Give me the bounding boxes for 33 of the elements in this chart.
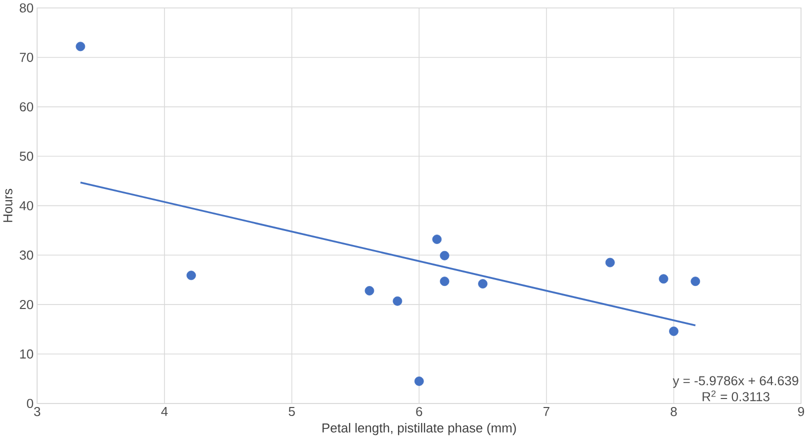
point	[414, 376, 424, 386]
y-tick-label: 50	[20, 151, 34, 161]
x-tick-label: 3	[34, 406, 40, 416]
point	[658, 274, 668, 284]
y-tick-label: 80	[20, 3, 34, 12]
x-tick-label: 5	[288, 406, 295, 416]
y-tick-label: 30	[20, 250, 34, 260]
x-tick-label: 4	[161, 406, 168, 416]
y-axis-title: Hours	[3, 188, 12, 222]
y-tick-label: 60	[20, 102, 34, 112]
y-tick-label: 20	[20, 300, 34, 309]
x-tick-label: 9	[798, 406, 804, 416]
y-tick-label: 0	[26, 398, 34, 408]
point	[76, 42, 86, 51]
y-tick-label: 70	[20, 52, 34, 62]
point	[440, 276, 450, 286]
point	[669, 326, 678, 336]
x-tick-label: 7	[544, 406, 550, 416]
point	[690, 276, 700, 286]
x-axis-title: Petal length, pistillate phase (mm)	[322, 422, 516, 435]
y-tick-label: 40	[20, 200, 34, 210]
x-tick-label: 8	[670, 406, 677, 416]
point	[605, 258, 615, 268]
point	[364, 286, 374, 296]
annotation: y = -5.9786x + 64.639	[672, 376, 798, 388]
point	[186, 270, 196, 280]
point	[478, 278, 488, 288]
annotation: R$^{2}$ = 0.3113	[702, 390, 770, 402]
point	[432, 234, 442, 244]
point	[440, 250, 450, 260]
y-tick-label: 10	[20, 349, 34, 358]
point	[392, 296, 402, 306]
x-tick-label: 6	[416, 406, 422, 416]
